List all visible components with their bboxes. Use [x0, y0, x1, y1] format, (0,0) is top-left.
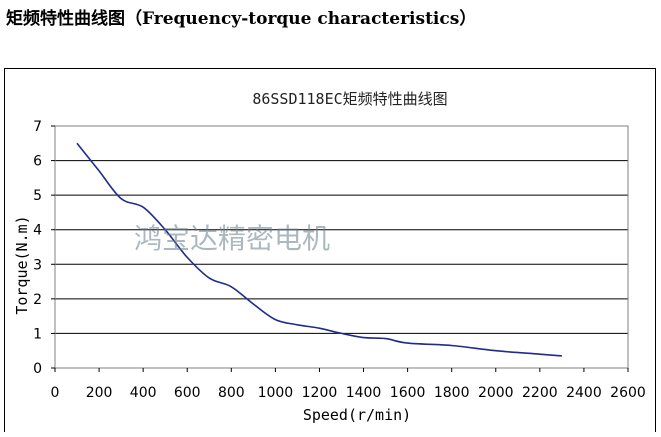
- x-tick-label: 1600: [390, 385, 426, 401]
- x-tick-label: 2400: [566, 385, 602, 401]
- y-tick-label: 1: [33, 326, 42, 342]
- tick-layer: 0 1 2 3 4 5 6 7 0 200 400 600 800 1000 1200 1400 1600 180…: [33, 119, 646, 401]
- y-tick-label: 2: [33, 292, 42, 308]
- x-tick-label: 2000: [478, 385, 514, 401]
- x-axis-title: Speed(r/min): [303, 406, 411, 424]
- x-tick-label: 1000: [258, 385, 294, 401]
- x-tick-label: 2200: [522, 385, 558, 401]
- watermark: 鸿宝达精密电机: [134, 222, 330, 255]
- x-tick-label: 2600: [610, 385, 646, 401]
- page-heading: 矩频特性曲线图（Frequency-torque characteristics…: [6, 9, 477, 29]
- x-tick-label: 1200: [302, 385, 338, 401]
- x-tick-label: 600: [174, 385, 201, 401]
- x-tick-label: 200: [86, 385, 113, 401]
- x-tick-label: 400: [130, 385, 157, 401]
- y-tick-label: 6: [33, 154, 42, 170]
- torque-curve: [76, 142, 562, 357]
- chart-title: 86SSD118EC矩频特性曲线图: [252, 90, 447, 108]
- x-tick-label: 1800: [434, 385, 470, 401]
- y-tick-label: 0: [33, 361, 42, 377]
- plot-border: [54, 125, 629, 369]
- y-tick-label: 5: [33, 188, 42, 204]
- x-tick-label: 1400: [346, 385, 382, 401]
- chart-frame: [4, 68, 656, 432]
- y-tick-label: 3: [33, 257, 42, 273]
- y-tick-label: 7: [33, 119, 42, 135]
- x-tick-label: 0: [51, 385, 60, 401]
- y-axis-title: Torque(N.m): [13, 215, 31, 314]
- y-tick-label: 4: [33, 223, 42, 239]
- x-tick-label: 800: [218, 385, 245, 401]
